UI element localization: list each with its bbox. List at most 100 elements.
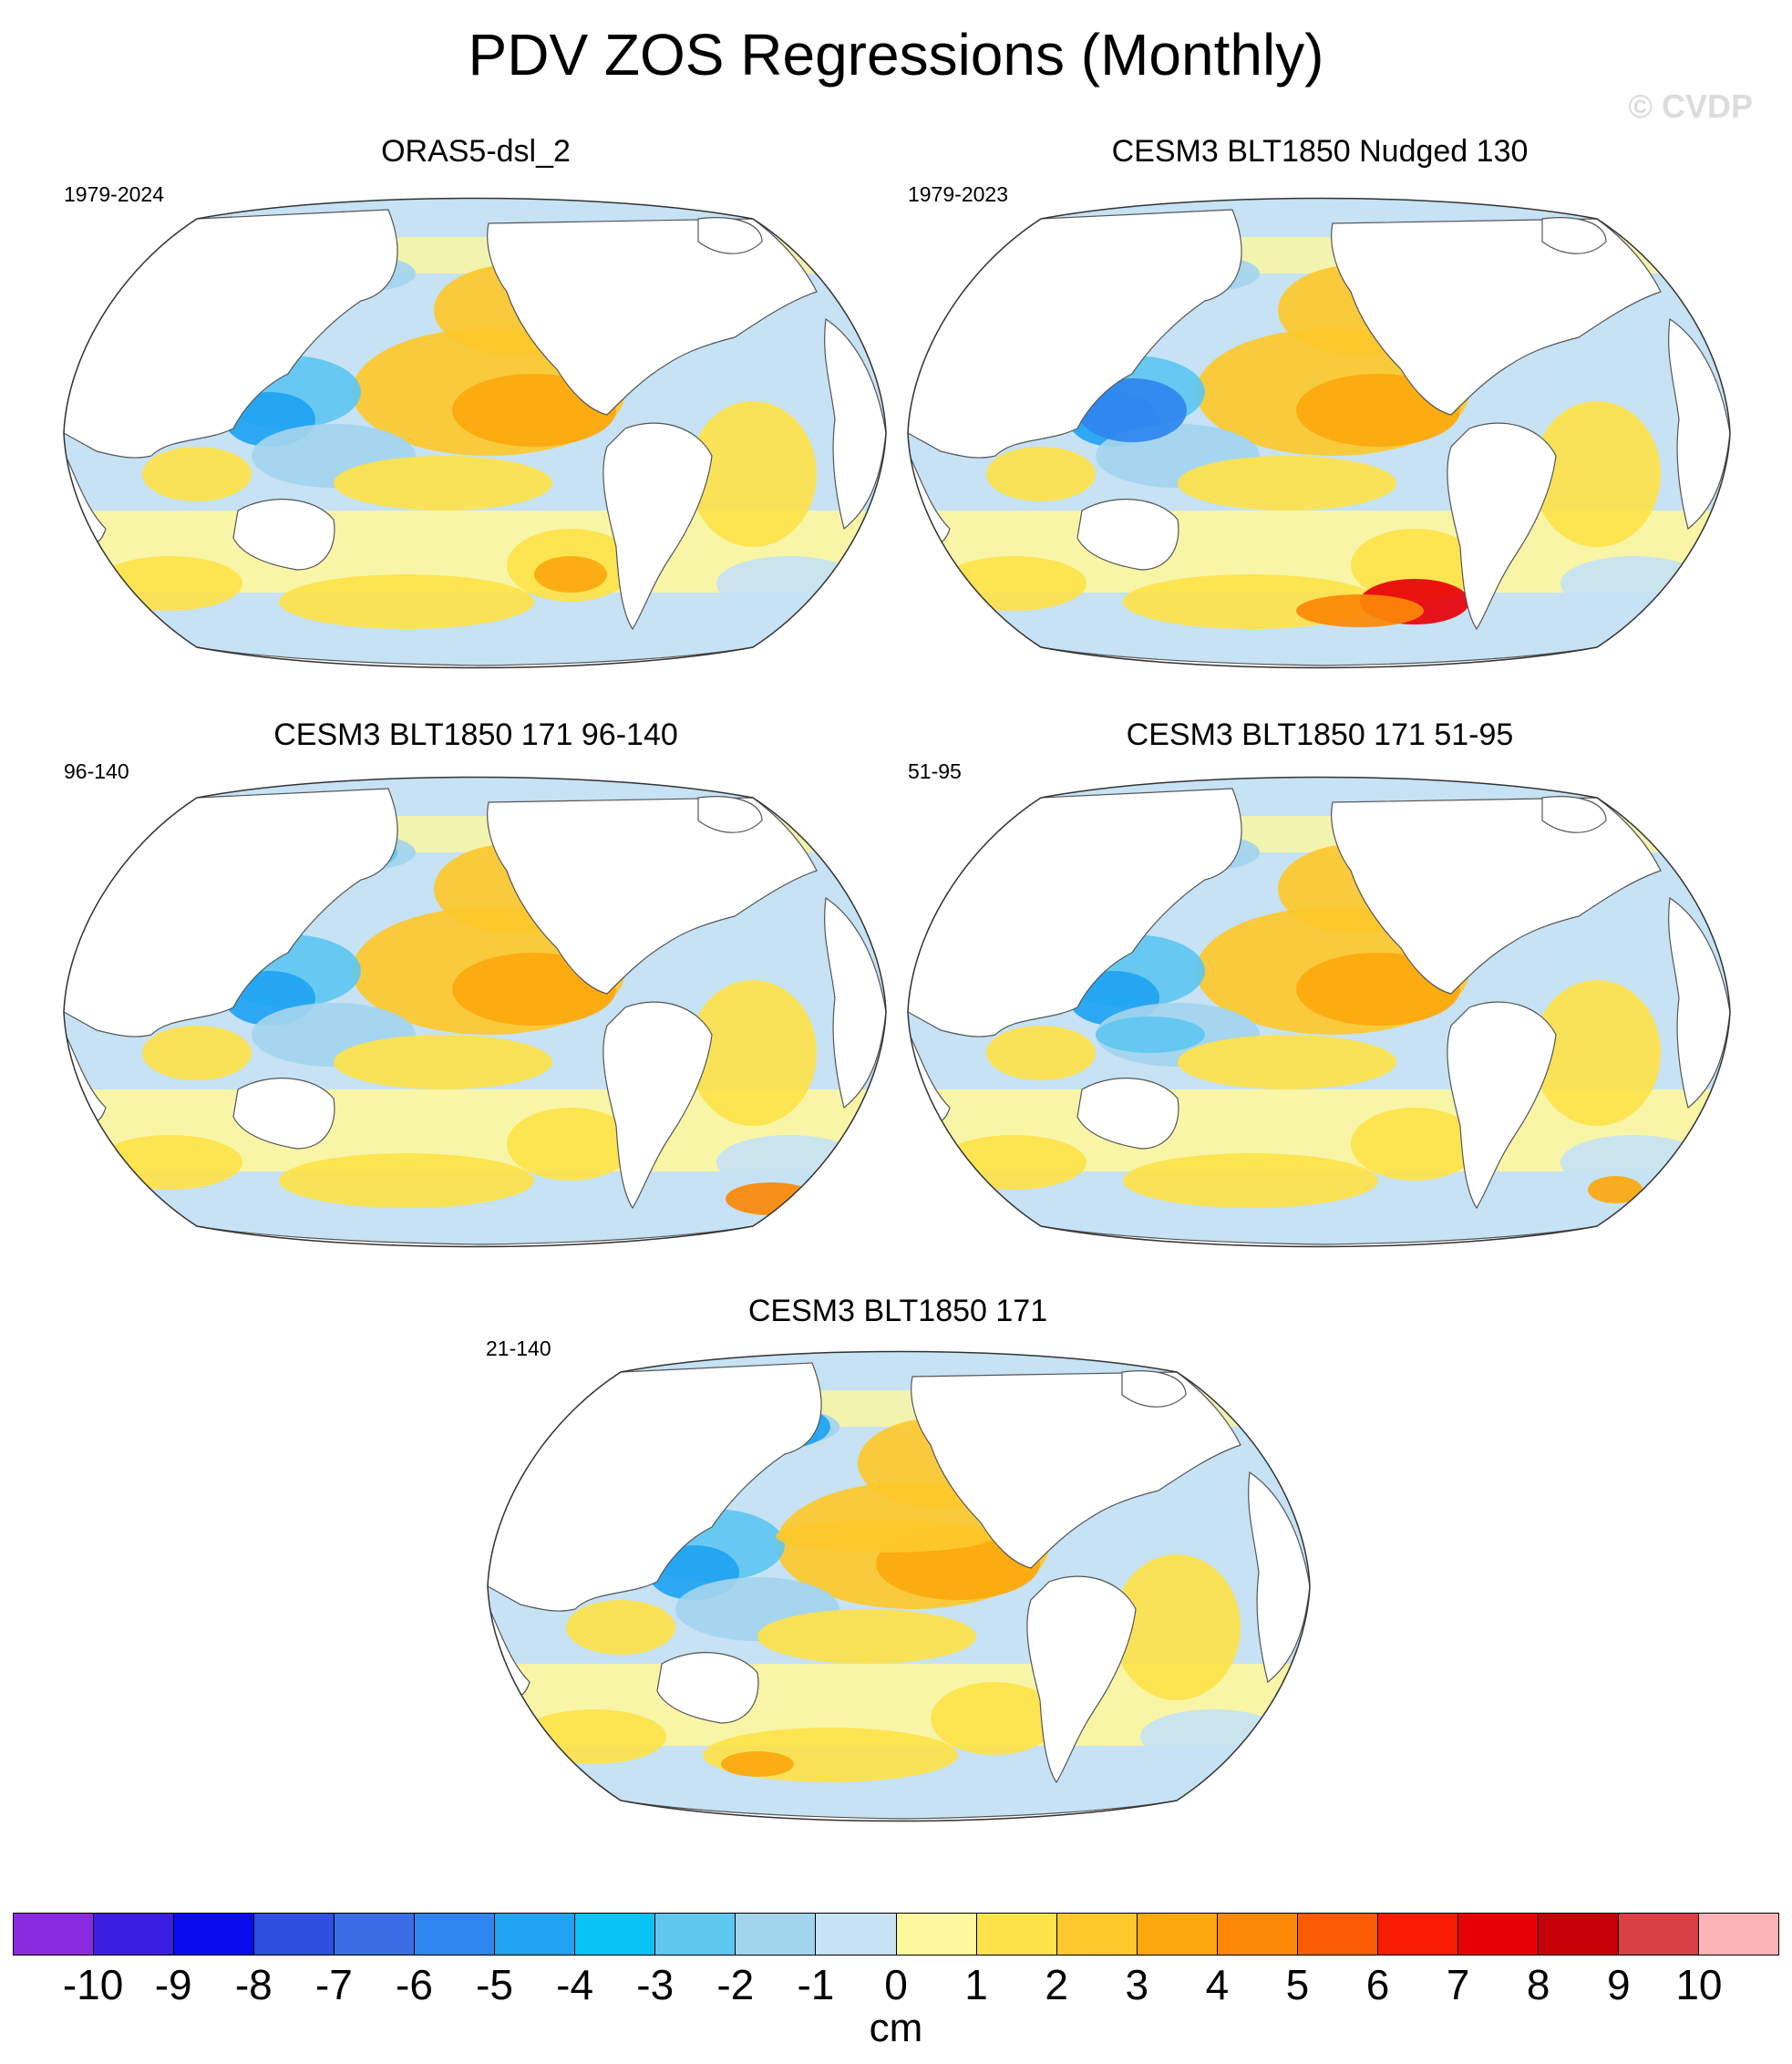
- continent: [1541, 796, 1607, 833]
- colorbar-tick-label: 5: [1285, 1961, 1310, 2008]
- map-panel-1: [63, 197, 887, 669]
- anomaly-patch: [1533, 980, 1661, 1126]
- colorbar-swatch: [896, 1914, 977, 1955]
- continent: [1668, 317, 1730, 531]
- anomaly-patch: [142, 447, 252, 501]
- map-panel-5: [487, 1350, 1311, 1822]
- colorbar-swatch: [816, 1914, 897, 1955]
- continent: [824, 317, 886, 531]
- panel-1-years: 1979-2024: [64, 182, 164, 206]
- anomaly-patch: [566, 1600, 675, 1655]
- colorbar-swatch: [575, 1914, 656, 1955]
- colorbar-tick-label: -8: [234, 1961, 273, 2008]
- colorbar-swatch: [1377, 1914, 1458, 1955]
- colorbar-tick-label: -10: [62, 1961, 124, 2008]
- colorbar-tick-label: 9: [1607, 1961, 1631, 2008]
- colorbar-tick-label: 4: [1205, 1961, 1230, 2008]
- anomaly-patch: [1533, 401, 1661, 547]
- map-outline: [487, 1350, 1311, 1822]
- colorbar-tick-label: -1: [797, 1961, 835, 2008]
- colorbar-units: cm: [869, 2006, 923, 2050]
- anomaly-patch: [689, 401, 817, 547]
- colorbar-swatch: [976, 1914, 1057, 1955]
- anomaly-patch: [986, 1026, 1096, 1080]
- panel-2-title: CESM3 BLT1850 Nudged 130: [1111, 134, 1529, 169]
- anomaly-patch: [97, 1135, 242, 1190]
- colorbar-swatch: [94, 1914, 175, 1955]
- continent: [602, 1001, 713, 1210]
- anomaly-patch: [757, 1609, 976, 1664]
- anomaly-patch: [1351, 1108, 1478, 1181]
- map-panel-4: [907, 776, 1731, 1248]
- anomaly-patch: [776, 1520, 994, 1553]
- colorbar-tick-label: 0: [884, 1961, 908, 2008]
- colorbar: [13, 1913, 1779, 1956]
- continent: [824, 896, 886, 1109]
- continent: [232, 499, 335, 571]
- colorbar-swatch: [174, 1914, 255, 1955]
- anomaly-patch: [1296, 594, 1424, 627]
- continent: [1026, 1575, 1137, 1784]
- anomaly-patch: [716, 556, 862, 611]
- anomaly-patch: [279, 574, 534, 629]
- colorbar-swatch: [254, 1914, 335, 1955]
- continent: [487, 218, 818, 416]
- anomaly-patch: [142, 1026, 252, 1080]
- colorbar-tick-label: 1: [964, 1961, 988, 2008]
- anomaly-patch: [1096, 1017, 1205, 1053]
- anomaly-patch: [507, 1108, 634, 1181]
- colorbar-swatch: [1297, 1914, 1378, 1955]
- colorbar-swatch: [14, 1914, 95, 1955]
- colorbar-tick-label: 10: [1675, 1961, 1723, 2008]
- anomaly-patch: [334, 456, 552, 511]
- continent: [1541, 217, 1607, 254]
- continent: [1331, 797, 1662, 995]
- continent: [697, 217, 763, 254]
- colorbar-tick-label: -2: [716, 1961, 755, 2008]
- anomaly-patch: [334, 1035, 552, 1089]
- colorbar-tick-label: -5: [476, 1961, 513, 2008]
- colorbar-swatch: [415, 1914, 496, 1955]
- panel-3-title: CESM3 BLT1850 171 96-140: [273, 717, 678, 752]
- colorbar-swatch: [736, 1914, 817, 1955]
- colorbar-tick-label: -3: [636, 1961, 675, 2008]
- panel-2-years: 1979-2023: [908, 182, 1008, 206]
- continent: [1668, 896, 1730, 1109]
- continent: [1248, 1471, 1310, 1684]
- anomaly-patch: [1113, 1554, 1241, 1700]
- figure-title: PDV ZOS Regressions (Monthly): [468, 22, 1324, 88]
- continent: [1447, 422, 1557, 631]
- colorbar-swatch: [1217, 1914, 1298, 1955]
- continent: [697, 796, 763, 833]
- continent: [1447, 1001, 1557, 1210]
- anomaly-patch: [986, 447, 1096, 501]
- panel-1-title: ORAS5-dsl_2: [381, 134, 571, 169]
- colorbar-tick-label: 8: [1526, 1961, 1550, 2008]
- anomaly-patch: [279, 1153, 534, 1208]
- continent: [602, 422, 713, 631]
- colorbar-swatch: [655, 1914, 736, 1955]
- continent: [656, 1652, 759, 1724]
- anomaly-patch: [931, 1682, 1058, 1755]
- anomaly-patch: [1077, 378, 1187, 442]
- anomaly-patch: [726, 1182, 817, 1215]
- continent: [1076, 499, 1179, 571]
- colorbar-tick-label: -7: [314, 1961, 353, 2008]
- map-outline: [907, 197, 1731, 669]
- anomaly-patch: [1178, 456, 1396, 511]
- anomaly-patch: [716, 1135, 862, 1190]
- colorbar-tick-label: -9: [154, 1961, 192, 2008]
- colorbar-tick-label: 6: [1365, 1961, 1390, 2008]
- map-panel-2: [907, 197, 1731, 669]
- map-outline: [63, 197, 887, 669]
- anomaly-patch: [1560, 556, 1706, 611]
- anomaly-patch: [520, 1709, 666, 1764]
- anomaly-patch: [941, 556, 1087, 611]
- colorbar-swatch: [335, 1914, 416, 1955]
- colorbar-tick-label: -4: [556, 1961, 594, 2008]
- continent: [911, 1371, 1241, 1569]
- colorbar-tick-label: 3: [1125, 1961, 1149, 2008]
- colorbar-swatch: [1538, 1914, 1619, 1955]
- colorbar-tick-label: 7: [1446, 1961, 1470, 2008]
- colorbar-swatch: [495, 1914, 576, 1955]
